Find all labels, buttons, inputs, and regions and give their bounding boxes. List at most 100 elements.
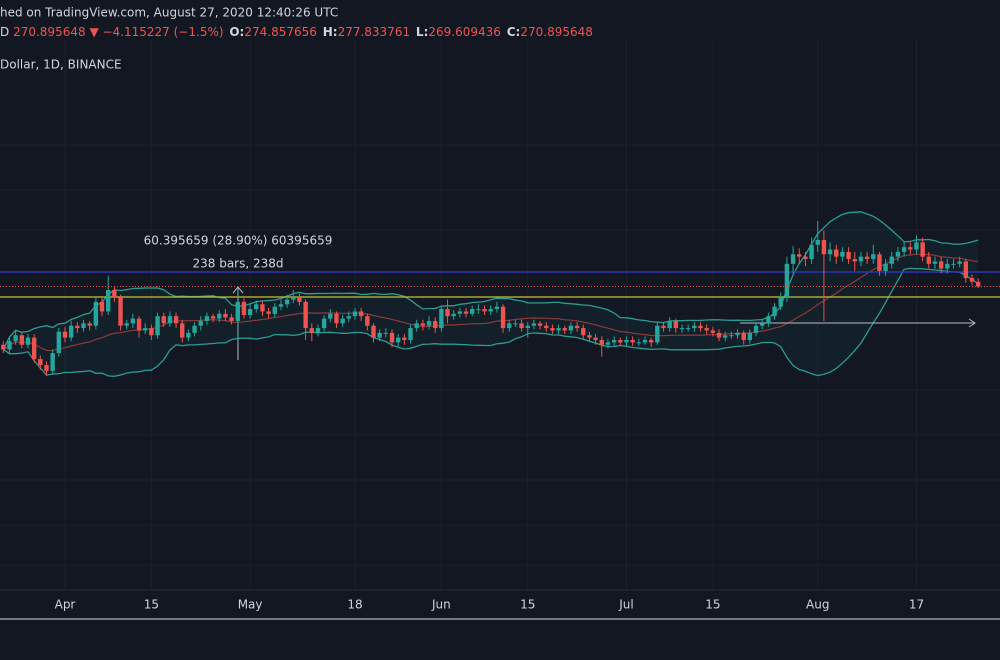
candle-body xyxy=(223,313,228,318)
candle-body xyxy=(371,325,376,338)
candle-body xyxy=(630,340,635,343)
candle-body xyxy=(698,325,703,329)
candle-body xyxy=(241,301,247,315)
candle-body xyxy=(352,311,358,317)
candle-body xyxy=(297,297,302,302)
candle-body xyxy=(56,331,62,354)
candle-body xyxy=(25,337,31,345)
candle-body xyxy=(642,340,648,343)
candle-body xyxy=(525,325,530,329)
candle-body xyxy=(62,331,68,338)
candle-body xyxy=(741,332,746,340)
candle-body xyxy=(494,306,500,310)
candle-body xyxy=(550,328,555,331)
candle-body xyxy=(192,325,197,333)
candle-body xyxy=(50,353,55,371)
candle-body xyxy=(105,290,111,312)
candle-body xyxy=(655,325,660,343)
candle-body xyxy=(315,328,321,333)
candle-body xyxy=(7,341,12,350)
candle-body xyxy=(38,359,43,365)
candle-body xyxy=(932,261,938,264)
candle-body xyxy=(790,254,796,264)
candle-body xyxy=(821,240,827,255)
candle-body xyxy=(155,316,160,336)
candle-body xyxy=(482,309,487,312)
candle-body xyxy=(797,254,802,257)
candle-body xyxy=(377,332,382,338)
candle-body xyxy=(716,332,722,338)
header-quote: D 270.895648 ▼ −4.115227 (−1.5%) O:274.8… xyxy=(0,25,593,39)
candle-body xyxy=(969,278,975,282)
candle-body xyxy=(685,328,691,330)
candle-body xyxy=(118,297,123,326)
candle-body xyxy=(846,251,851,260)
candle-body xyxy=(247,309,253,315)
candle-body xyxy=(877,254,882,271)
candle-body xyxy=(321,318,327,329)
x-tick-label: 15 xyxy=(520,598,535,612)
candle-body xyxy=(180,323,185,338)
candle-body xyxy=(457,311,463,314)
candle-body xyxy=(704,328,709,331)
candle-body xyxy=(889,256,894,264)
candle-body xyxy=(1,344,6,350)
candle-body xyxy=(75,325,80,329)
candle-body xyxy=(463,311,469,314)
candle-body xyxy=(753,325,759,333)
change: −4.115227 (−1.5%) xyxy=(103,25,224,39)
candle-body xyxy=(149,328,154,336)
candle-body xyxy=(68,325,74,338)
candle-body xyxy=(272,306,277,314)
candle-body xyxy=(507,323,512,329)
candle-body xyxy=(402,337,407,340)
candle-body xyxy=(87,323,92,326)
candle-body xyxy=(284,299,290,305)
candle-body xyxy=(389,332,395,343)
candle-body xyxy=(827,249,833,255)
candle-body xyxy=(260,304,265,312)
arrow: ▼ xyxy=(89,25,99,39)
band-fill xyxy=(3,211,979,377)
candle-body xyxy=(93,301,99,326)
candle-body xyxy=(778,297,783,307)
candle-body xyxy=(488,309,493,312)
x-tick-label: 15 xyxy=(705,598,720,612)
candle-body xyxy=(815,240,820,245)
candle-body xyxy=(198,320,203,326)
candle-body xyxy=(864,256,870,260)
candle-body xyxy=(537,323,543,326)
candle-body xyxy=(938,261,944,269)
candle-body xyxy=(599,340,604,345)
candle-body xyxy=(31,337,37,360)
candle-body xyxy=(661,325,666,329)
candle-body xyxy=(951,263,956,265)
candle-body xyxy=(414,323,419,329)
candle-body xyxy=(636,342,642,344)
c-label: C: xyxy=(507,25,521,39)
o-label: O: xyxy=(229,25,244,39)
candle-body xyxy=(531,323,537,326)
candle-body xyxy=(648,340,654,343)
candle-body xyxy=(217,313,222,319)
candle-body xyxy=(210,316,216,319)
h-value: 277.833761 xyxy=(338,25,411,39)
candle-body xyxy=(204,316,210,321)
candle-body xyxy=(784,263,790,298)
band-upper xyxy=(2,211,979,350)
candle-body xyxy=(186,332,191,338)
candle-body xyxy=(945,263,950,269)
candle-body xyxy=(673,320,679,329)
candle-body xyxy=(914,242,919,250)
candle-body xyxy=(772,306,777,317)
candle-body xyxy=(544,325,549,329)
x-tick-label: Aug xyxy=(806,598,829,612)
measure-text: 238 bars, 238d xyxy=(192,257,283,271)
candle-body xyxy=(963,261,969,279)
candle-body xyxy=(112,290,117,298)
candle-body xyxy=(895,251,901,257)
candle-body xyxy=(766,316,771,324)
candle-body xyxy=(858,256,864,262)
candle-body xyxy=(426,320,432,326)
